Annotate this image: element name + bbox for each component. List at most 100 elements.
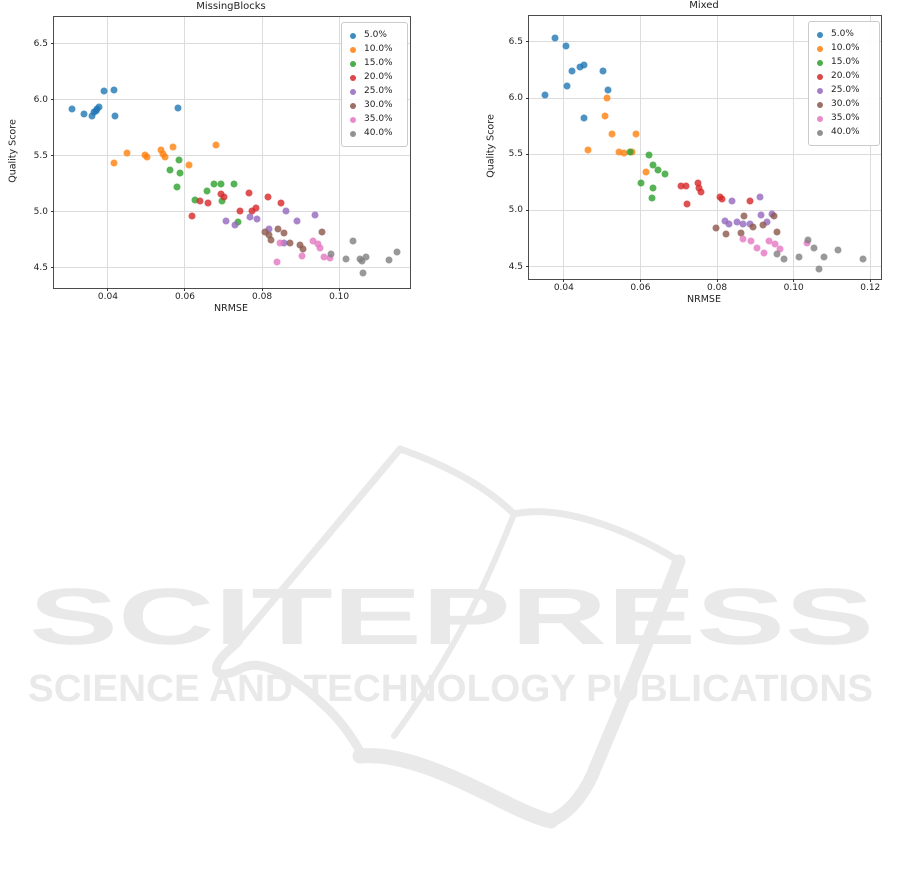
scatter-point [603, 94, 611, 102]
y-tick-mark [526, 97, 529, 99]
scatter-point [385, 256, 393, 264]
scatter-point [265, 225, 273, 233]
x-tick-label: 0.04 [97, 292, 118, 302]
scatter-point [562, 42, 570, 50]
legend-label: 5.0% [831, 29, 854, 39]
legend-item: 40.0% [817, 128, 873, 137]
legend-label: 20.0% [364, 72, 393, 82]
y-tick-mark [526, 41, 529, 43]
legend-label: 30.0% [831, 99, 860, 109]
scatter-point [747, 237, 755, 245]
scatter-point [309, 237, 317, 245]
legend-item: 35.0% [350, 115, 401, 124]
y-gridline [529, 266, 881, 268]
scatter-point [649, 161, 657, 169]
scatter-point [810, 244, 818, 252]
legend-marker-dot [350, 102, 356, 109]
x-tick-label: 0.10 [783, 283, 804, 293]
scatter-point [191, 196, 199, 204]
scatter-point [143, 153, 151, 161]
scatter-point [210, 180, 218, 188]
legend-item: 15.0% [350, 59, 401, 68]
scatter-point [245, 189, 253, 197]
y-gridline [529, 209, 881, 211]
scatter-point [757, 211, 765, 219]
x-gridline [869, 16, 871, 279]
x-gridline [793, 16, 795, 279]
scatter-point [694, 179, 702, 187]
scatter-point [111, 112, 119, 120]
scatter-point [654, 166, 662, 174]
legend-item: 40.0% [350, 129, 401, 138]
scatter-point [217, 180, 225, 188]
legend-label: 25.0% [364, 86, 393, 96]
scatter-point [234, 218, 242, 226]
scatter-point [620, 149, 628, 157]
legend-label: 40.0% [364, 128, 393, 138]
scatter-point [682, 182, 690, 190]
scatter-point [123, 149, 131, 156]
scatter-point [712, 224, 720, 232]
scatter-point [393, 248, 401, 256]
scatter-point [273, 258, 281, 266]
scatter-point [604, 86, 612, 94]
y-tick-label: 6.5 [33, 38, 48, 49]
legend-label: 20.0% [831, 71, 860, 81]
scatter-point [280, 229, 288, 237]
legend-label: 40.0% [831, 127, 860, 137]
y-tick-mark [51, 267, 54, 269]
scatter-point [298, 252, 306, 260]
x-gridline [563, 16, 565, 279]
scatter-point [252, 204, 260, 212]
x-tick-mark [869, 279, 871, 282]
scatter-point [642, 168, 650, 176]
scatter-point [203, 187, 211, 195]
scatter-point [166, 166, 174, 174]
scatter-point [820, 253, 828, 261]
scatter-point [815, 265, 823, 273]
x-gridline [639, 16, 641, 279]
scatter-point [196, 197, 204, 205]
scatter-point [649, 184, 657, 192]
x-tick-mark [184, 288, 186, 291]
scatter-point [601, 112, 609, 120]
scatter-point [763, 218, 771, 226]
scatter-point [722, 230, 730, 238]
y-gridline [54, 99, 410, 101]
y-tick-mark [51, 43, 54, 45]
scatter-point [756, 193, 764, 201]
scatter-point [677, 182, 685, 190]
y-gridline [529, 41, 881, 43]
y-gridline [54, 43, 410, 45]
scatter-point [276, 239, 284, 247]
y-tick-label: 6.0 [33, 94, 48, 105]
scatter-point [299, 245, 306, 253]
scatter-point [718, 195, 726, 203]
scatter-point [770, 212, 778, 220]
scatter-point [697, 188, 705, 196]
legend-label: 25.0% [831, 85, 860, 95]
legend-item: 5.0% [817, 30, 873, 39]
legend-marker-dot [817, 73, 823, 80]
legend-label: 10.0% [831, 43, 860, 53]
y-tick-mark [526, 209, 529, 211]
open-book-logo [212, 445, 686, 829]
scatter-point [176, 169, 184, 177]
y-tick-label: 5.0 [33, 206, 48, 217]
x-gridline [338, 17, 340, 288]
scatter-point [293, 217, 301, 225]
scatter-point [320, 253, 328, 261]
legend-marker-dot [350, 60, 356, 67]
scatter-point [580, 61, 588, 69]
legend-label: 35.0% [364, 114, 393, 124]
scatter-point [637, 179, 645, 187]
x-gridline [184, 17, 186, 288]
legend-item: 5.0% [350, 31, 401, 40]
scatter-point [311, 211, 319, 219]
x-tick-label: 0.06 [630, 283, 651, 293]
scatter-point [740, 212, 748, 220]
scatter-point [267, 236, 275, 244]
scatter-point [725, 220, 733, 228]
y-tick-label: 5.0 [508, 205, 523, 216]
